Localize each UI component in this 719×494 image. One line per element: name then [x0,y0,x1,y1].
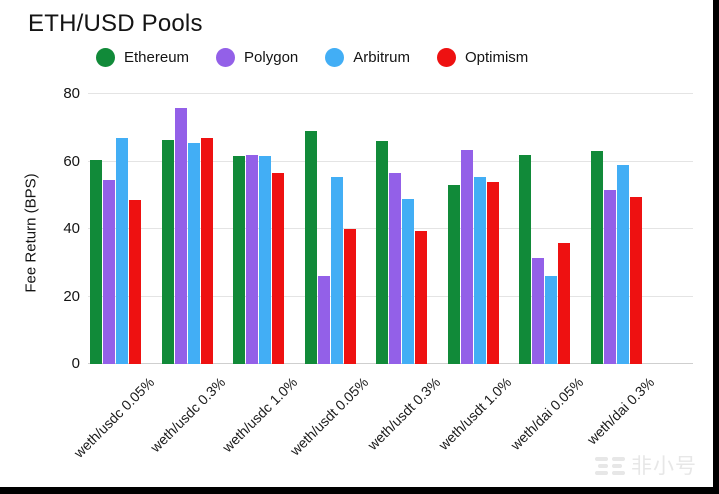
image-border-bottom [0,487,719,494]
x-tick-label-weth-dai-0-05: weth/dai 0.05% [506,374,586,454]
bar-ethereum-weth-usdc-0-3 [161,139,174,364]
bar-ethereum-weth-usdc-0-05 [90,159,102,364]
watermark-logo-icon [595,457,625,475]
bar-arbitrum-weth-usdt-1-0 [473,176,486,364]
bar-arbitrum-weth-usdc-0-3 [187,142,200,364]
bar-group-weth-usdt-1-0 [447,94,499,364]
bar-group-weth-usdt-0-05 [304,94,356,364]
x-tick-label-weth-usdc-1-0: weth/usdc 1.0% [218,374,300,456]
bar-group-weth-usdc-1-0 [233,94,284,364]
legend-label: Polygon [244,49,299,66]
x-tick-label-weth-usdt-0-3: weth/usdt 0.3% [363,374,443,454]
legend-item-polygon: Polygon [216,48,298,67]
x-tick-label-weth-usdt-1-0: weth/usdt 1.0% [435,374,515,454]
y-tick-label-80: 80 [63,85,80,102]
bar-arbitrum-weth-usdt-0-3 [402,198,414,364]
bar-ethereum-weth-dai-0-05 [519,154,531,364]
gridline-80 [88,93,693,94]
legend-label: Ethereum [124,49,190,66]
bar-group-weth-usdt-0-3 [376,94,427,364]
bar-optimism-weth-dai-0-3 [629,196,642,364]
bar-optimism-weth-usdt-0-3 [415,230,427,364]
bar-polygon-weth-dai-0-3 [603,190,616,364]
y-tick-label-0: 0 [71,355,80,372]
watermark: 非小号 [595,450,697,480]
x-tick-label-weth-usdc-0-05: weth/usdc 0.05% [70,374,157,461]
x-tick-label-weth-usdc-0-3: weth/usdc 0.3% [147,374,229,456]
bar-polygon-weth-usdt-1-0 [460,149,473,364]
image-border-right [713,0,719,494]
bar-optimism-weth-usdc-0-3 [200,137,213,364]
bar-arbitrum-weth-usdc-1-0 [259,156,271,364]
bar-ethereum-weth-dai-0-3 [590,151,603,364]
legend-dot-ethereum-icon [96,48,115,67]
bar-group-weth-dai-0-3 [590,94,642,364]
bar-ethereum-weth-usdt-1-0 [447,185,460,364]
y-tick-label-40: 40 [63,220,80,237]
bar-optimism-weth-usdt-0-05 [343,229,356,364]
bar-group-weth-usdc-0-05 [90,94,141,364]
legend-dot-optimism-icon [436,48,456,67]
bar-polygon-weth-usdc-0-3 [174,107,187,364]
x-tick-label-weth-usdt-0-05: weth/usdt 0.05% [286,374,372,459]
bar-polygon-weth-dai-0-05 [532,257,544,364]
legend-dot-polygon-icon [216,48,236,67]
gridline-60 [88,160,693,162]
legend-item-arbitrum: Arbitrum [325,48,410,67]
legend-dot-arbitrum-icon [325,48,345,67]
bar-polygon-weth-usdc-0-05 [103,180,115,364]
legend-item-ethereum: Ethereum [96,48,189,67]
y-axis-title: Fee Return (BPS) [22,173,40,293]
bar-arbitrum-weth-dai-0-3 [616,164,629,364]
bar-arbitrum-weth-dai-0-05 [545,276,557,364]
legend-item-optimism: Optimism [436,48,529,67]
plot-area [88,93,693,364]
bar-optimism-weth-usdc-0-05 [129,200,141,364]
bar-ethereum-weth-usdt-0-05 [304,131,317,364]
y-tick-label-60: 60 [63,152,80,170]
legend-label: Optimism [464,49,529,66]
bar-polygon-weth-usdt-0-05 [317,276,330,364]
bar-ethereum-weth-usdc-1-0 [233,156,245,364]
bar-polygon-weth-usdc-1-0 [246,154,258,364]
bar-group-weth-usdc-0-3 [161,94,213,364]
bar-optimism-weth-usdc-1-0 [272,173,284,364]
legend: Ethereum Polygon Arbitrum Optimism [96,48,528,67]
bar-group-weth-dai-0-05 [519,94,570,364]
bar-optimism-weth-dai-0-05 [558,242,570,364]
y-tick-label-20: 20 [63,287,80,305]
chart-title: ETH/USD Pools [28,10,203,37]
bar-arbitrum-weth-usdc-0-05 [116,137,128,364]
watermark-text: 非小号 [631,455,697,478]
legend-label: Arbitrum [353,49,410,66]
bar-optimism-weth-usdt-1-0 [486,181,499,364]
bar-ethereum-weth-usdt-0-3 [376,141,388,364]
bar-arbitrum-weth-usdt-0-05 [330,176,343,364]
bar-polygon-weth-usdt-0-3 [389,173,401,364]
